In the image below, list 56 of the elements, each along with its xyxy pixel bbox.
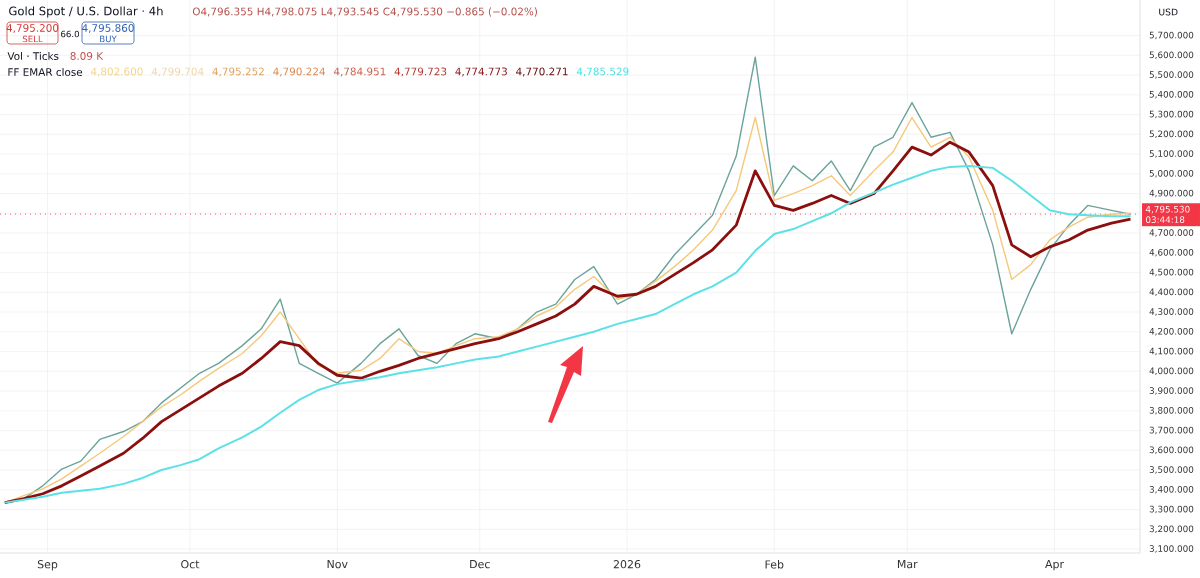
annotation: 4,795.200 — [6, 24, 59, 33]
text: 03:44:18 — [1146, 216, 1185, 223]
y-tick-label: 4,900.000 — [1149, 189, 1194, 198]
annotation: 4,785.529 — [576, 67, 629, 77]
y-tick-label: 4,000.000 — [1149, 367, 1194, 376]
annotation: O4,796.355 H4,798.075 L4,793.545 C4,795.530 −0.865 (−0.02%) — [192, 7, 537, 17]
annotation: 4,774.773 — [455, 67, 507, 77]
x-tick-label: Oct — [181, 560, 200, 569]
annotation: 8.09 K — [70, 52, 104, 60]
annotation: 4,795.252 — [212, 67, 264, 77]
x-tick-label: Sep — [37, 560, 58, 571]
y-tick-label: 3,900.000 — [1149, 387, 1194, 395]
annotation: 4,784.951 — [333, 67, 386, 77]
y-tick-label: 3,100.000 — [1149, 545, 1194, 553]
annotation: FF EMAR close — [8, 67, 83, 77]
y-tick-label: 4,500.000 — [1149, 268, 1194, 277]
y-tick-label: 4,700.000 — [1149, 229, 1194, 237]
y-tick-label: 5,200.000 — [1149, 130, 1194, 139]
y-tick-label: 3,800.000 — [1149, 406, 1194, 415]
y-tick-label: 3,200.000 — [1149, 525, 1194, 534]
y-tick-label: 3,700.000 — [1149, 426, 1194, 435]
y-tick-label: 5,600.000 — [1149, 51, 1194, 60]
annotation: BUY — [100, 35, 117, 43]
y-tick-label: 4,100.000 — [1149, 347, 1194, 356]
y-tick-label: 5,000.000 — [1149, 169, 1194, 178]
x-tick-label: 2026 — [613, 560, 641, 569]
y-tick-label: 5,700.000 — [1149, 31, 1194, 40]
y-tick-label: 3,600.000 — [1149, 446, 1194, 455]
y-tick-label: 3,300.000 — [1149, 505, 1194, 514]
y-tick-label: 5,300.000 — [1149, 110, 1194, 119]
x-tick-label: Mar — [897, 560, 918, 569]
y-tick-label: 5,400.000 — [1149, 91, 1194, 99]
y-tick-label: 4,200.000 — [1149, 327, 1194, 336]
annotation: 4,790.224 — [273, 67, 325, 77]
annotation: 4,770.271 — [516, 67, 568, 77]
annotation: 4,795.860 — [82, 24, 134, 33]
text: USD — [1159, 8, 1178, 16]
annotation: SELL — [22, 35, 43, 43]
y-tick-label: 4,300.000 — [1149, 308, 1194, 316]
x-tick-label: Dec — [470, 560, 490, 569]
y-tick-label: 5,500.000 — [1149, 71, 1194, 79]
annotation: 4,799.704 — [151, 67, 204, 77]
y-tick-label: 5,100.000 — [1149, 150, 1194, 158]
x-tick-label: Nov — [327, 560, 348, 569]
x-tick-label: Feb — [765, 560, 784, 569]
annotation: 66.0 — [61, 30, 79, 38]
annotation: 4,779.723 — [394, 67, 447, 77]
x-tick-label: Apr — [1045, 560, 1065, 571]
y-tick-label: 4,400.000 — [1149, 288, 1194, 297]
annotation: Gold Spot / U.S. Dollar · 4h — [9, 6, 163, 18]
annotation: 4,802.600 — [90, 67, 143, 77]
y-tick-label: 3,400.000 — [1149, 485, 1194, 494]
y-tick-label: 4,600.000 — [1149, 248, 1194, 257]
y-tick-label: 3,500.000 — [1149, 466, 1194, 474]
ref-line-label: 4,795.530 — [1145, 205, 1190, 214]
annotation: Vol · Ticks — [7, 51, 59, 61]
